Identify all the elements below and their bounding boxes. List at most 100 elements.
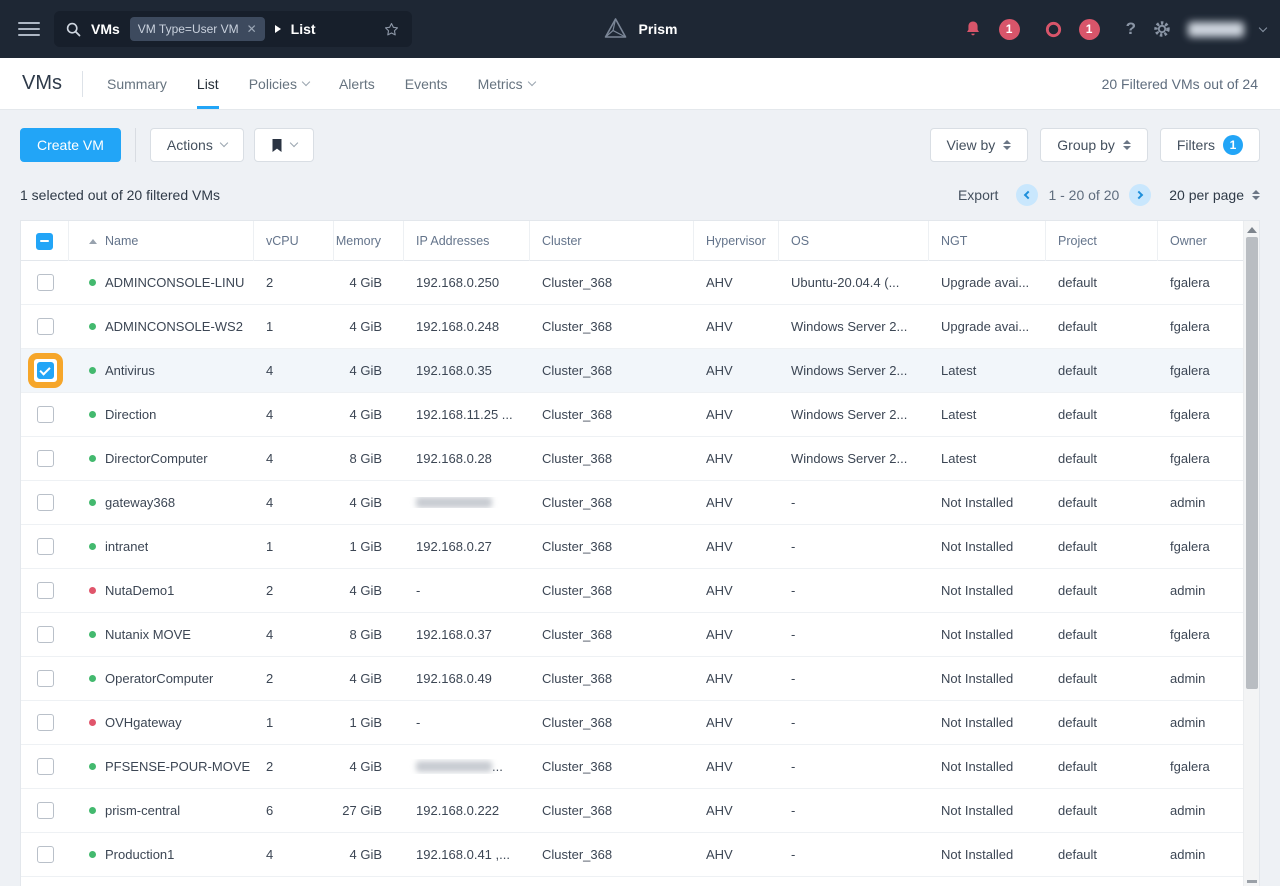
vm-name-link[interactable]: Direction [105,407,157,422]
table-row[interactable]: DirectorComputer 4 8 GiB 192.168.0.28 Cl… [21,437,1259,481]
column-header-hypervisor[interactable]: Hypervisor [694,221,779,261]
table-row[interactable]: OVHgateway 1 1 GiB - Cluster_368 AHV - N… [21,701,1259,745]
filter-tag-close-icon[interactable]: ✕ [246,22,257,36]
column-header-ngt[interactable]: NGT [929,221,1046,261]
scroll-up-icon[interactable] [1246,227,1257,233]
vm-name-link[interactable]: PFSENSE-POUR-MOVE [105,759,251,774]
scrollbar-thumb[interactable] [1245,237,1258,689]
search-context: VMs [91,21,120,37]
star-icon[interactable] [383,21,400,38]
os-cell: - [791,671,796,686]
ngt-cell: Upgrade avai... [941,275,1030,290]
owner-cell: fgalera [1170,539,1210,554]
column-header-cluster[interactable]: Cluster [530,221,694,261]
column-header-owner[interactable]: Owner [1170,234,1207,248]
alerts-bell-icon[interactable] [963,19,983,39]
view-by-button[interactable]: View by [929,128,1029,162]
hamburger-icon[interactable] [18,22,40,36]
table-row[interactable]: ADMINCONSOLE-WS2 1 4 GiB 192.168.0.248 C… [21,305,1259,349]
vm-name-link[interactable]: ADMINCONSOLE-WS2 [105,319,243,334]
help-icon[interactable]: ? [1125,19,1136,38]
create-vm-button[interactable]: Create VM [20,128,121,162]
vm-name-link[interactable]: Nutanix MOVE [105,627,191,642]
tab-metrics[interactable]: Metrics [478,58,536,109]
tab-policies[interactable]: Policies [249,58,311,109]
table-row[interactable]: ADMINCONSOLE-LINU 2 4 GiB 192.168.0.250 … [21,261,1259,305]
table-row[interactable]: Production1 4 4 GiB 192.168.0.41 ,... Cl… [21,833,1259,877]
actions-button[interactable]: Actions [149,128,244,162]
vm-table-body: ADMINCONSOLE-LINU 2 4 GiB 192.168.0.250 … [21,261,1259,877]
column-header-vcpu[interactable]: vCPU [254,221,334,261]
row-checkbox[interactable] [36,714,54,731]
vm-name-link[interactable]: intranet [105,539,149,554]
row-checkbox[interactable] [36,362,54,379]
table-row[interactable]: Direction 4 4 GiB 192.168.11.25 ... Clus… [21,393,1259,437]
health-ring-icon[interactable] [1044,20,1063,39]
bookmark-button[interactable] [253,128,314,162]
column-header-ip[interactable]: IP Addresses [404,221,530,261]
table-row[interactable]: OperatorComputer 2 4 GiB 192.168.0.49 Cl… [21,657,1259,701]
vm-name-link[interactable]: gateway368 [105,495,176,510]
row-checkbox[interactable] [36,318,54,335]
cluster-cell: Cluster_368 [542,715,613,730]
scroll-down-icon[interactable] [1246,880,1257,883]
vm-name-link[interactable]: DirectorComputer [105,451,208,466]
row-checkbox[interactable] [36,670,54,687]
export-link[interactable]: Export [957,187,999,203]
column-header-name[interactable]: Name [69,221,254,261]
vm-name-link[interactable]: NutaDemo1 [105,583,175,598]
row-checkbox[interactable] [36,802,54,819]
per-page-selector[interactable]: 20 per page [1169,187,1260,203]
column-header-project[interactable]: Project [1046,221,1158,261]
select-all-checkbox[interactable] [36,232,53,250]
ip-cell: - [416,583,421,598]
tab-summary[interactable]: Summary [107,75,167,92]
vm-name-link[interactable]: Production1 [105,847,175,862]
pagination-prev-button[interactable] [1016,184,1039,206]
row-checkbox[interactable] [36,450,54,467]
tab-events[interactable]: Events [404,75,448,92]
gear-icon[interactable] [1152,19,1172,39]
global-search[interactable]: VMs VM Type=User VM ✕ List [54,11,412,47]
os-cell: - [791,495,796,510]
owner-cell: admin [1170,803,1206,818]
row-checkbox[interactable] [36,846,54,863]
health-count-badge[interactable]: 1 [1078,18,1100,40]
user-menu-name[interactable] [1188,21,1244,37]
filter-tag-label: VM Type=User VM [137,22,239,36]
filter-tag[interactable]: VM Type=User VM ✕ [129,17,265,41]
vm-status-dot [89,499,96,506]
tab-list[interactable]: List [196,58,219,109]
table-row[interactable]: intranet 1 1 GiB 192.168.0.27 Cluster_36… [21,525,1259,569]
group-by-button[interactable]: Group by [1040,128,1148,162]
column-header-os[interactable]: OS [779,221,929,261]
row-checkbox[interactable] [36,494,54,511]
table-row[interactable]: gateway368 4 4 GiB Cluster_368 AHV - Not… [21,481,1259,525]
table-row[interactable]: prism-central 6 27 GiB 192.168.0.222 Clu… [21,789,1259,833]
checkbox-highlight [28,793,63,828]
tab-alerts[interactable]: Alerts [338,75,375,92]
vm-name-link[interactable]: OVHgateway [105,715,182,730]
vm-name-link[interactable]: Antivirus [105,363,155,378]
user-menu-caret-icon[interactable] [1258,23,1268,32]
row-checkbox[interactable] [36,758,54,775]
pagination-next-button[interactable] [1129,184,1152,206]
table-row[interactable]: NutaDemo1 2 4 GiB - Cluster_368 AHV - No… [21,569,1259,613]
filters-button[interactable]: Filters 1 [1159,128,1260,162]
column-header-memory[interactable]: Memory [334,221,404,261]
vertical-scrollbar[interactable] [1243,221,1259,886]
table-row[interactable]: Antivirus 4 4 GiB 192.168.0.35 Cluster_3… [21,349,1259,393]
row-checkbox[interactable] [36,626,54,643]
alerts-count-badge[interactable]: 1 [998,18,1020,40]
row-checkbox[interactable] [36,274,54,291]
table-row[interactable]: PFSENSE-POUR-MOVE 2 4 GiB ... Cluster_36… [21,745,1259,789]
row-checkbox[interactable] [36,582,54,599]
vm-status-dot [89,807,96,814]
row-checkbox[interactable] [36,406,54,423]
row-checkbox[interactable] [36,538,54,555]
vm-name-link[interactable]: ADMINCONSOLE-LINU [105,275,245,290]
vm-name-link[interactable]: prism-central [105,803,181,818]
table-row[interactable]: Nutanix MOVE 4 8 GiB 192.168.0.37 Cluste… [21,613,1259,657]
hypervisor-cell: AHV [706,495,733,510]
vm-name-link[interactable]: OperatorComputer [105,671,214,686]
